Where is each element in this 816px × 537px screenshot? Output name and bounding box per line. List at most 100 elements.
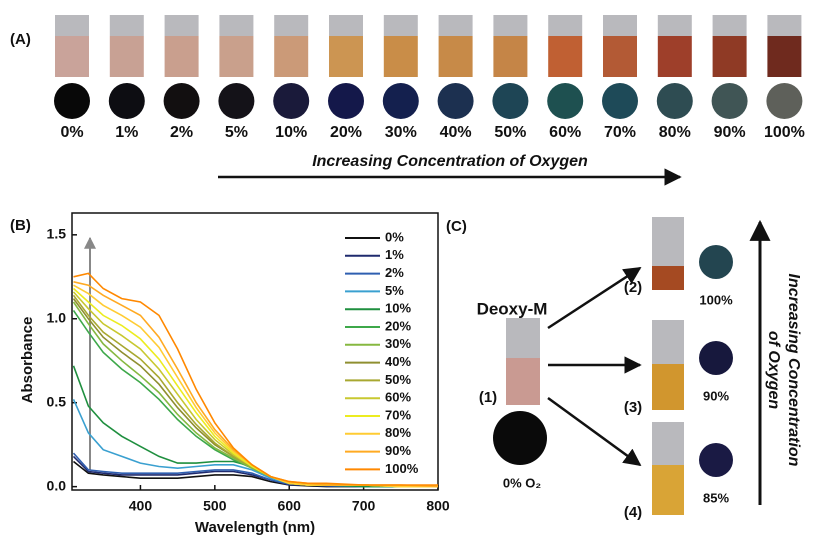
vial-liquid [652,364,684,410]
color-dot [766,83,802,119]
vial-liquid [493,36,527,77]
vial-liquid [652,465,684,515]
legend-label: 70% [385,407,411,422]
arrow-text: Increasing Concentration of Oxygen [312,153,588,170]
vial-liquid [767,36,801,77]
vial-cap [658,15,692,36]
series-line [74,282,439,487]
vial-liquid [603,36,637,77]
color-dot [438,83,474,119]
panel-label: (C) [446,218,467,235]
result-number: (3) [624,399,642,416]
color-dot [218,83,254,119]
color-dot [54,83,90,119]
x-tick-label: 600 [278,498,302,514]
legend-label: 2% [385,265,404,280]
sample-label: 30% [385,124,417,141]
vial-cap [652,422,684,465]
legend-label: 100% [385,461,419,476]
vial-cap [493,15,527,36]
series-line [74,310,439,486]
vial-cap [652,217,684,266]
start-number: (1) [479,389,497,406]
y-tick-label: 1.0 [47,309,67,325]
vial-cap [767,15,801,36]
vial-cap [439,15,473,36]
vial-cap [165,15,199,36]
sample-label: 100% [764,124,805,141]
arrow [548,268,640,328]
vial-liquid [658,36,692,77]
result-dot-label: 90% [703,388,729,403]
color-dot [273,83,309,119]
vial-cap [548,15,582,36]
color-dot [712,83,748,119]
panel-label: (B) [10,217,31,234]
color-dot [109,83,145,119]
sample-label: 5% [225,124,248,141]
vial-liquid [713,36,747,77]
legend-label: 40% [385,354,411,369]
vial-liquid [506,358,540,405]
legend-label: 5% [385,283,404,298]
vial-cap [329,15,363,36]
x-tick-label: 500 [203,498,227,514]
color-dot [699,341,733,375]
vial-liquid [55,36,89,77]
color-dot [657,83,693,119]
sample-label: 10% [275,124,307,141]
plot-frame [72,213,438,490]
sample-label: 1% [115,124,138,141]
vial-liquid [274,36,308,77]
result-number: (4) [624,504,642,521]
legend-label: 1% [385,247,404,262]
arrow-text: of Oxygen [765,331,782,409]
sample-label: 2% [170,124,193,141]
vial-liquid [110,36,144,77]
vial-liquid [329,36,363,77]
legend-label: 20% [385,318,411,333]
vial-liquid [384,36,418,77]
sample-label: 50% [494,124,526,141]
legend-label: 50% [385,372,411,387]
panel-label: (A) [10,31,31,48]
sample-label: 40% [440,124,472,141]
color-dot [547,83,583,119]
y-tick-label: 0.5 [47,393,67,409]
vial-cap [110,15,144,36]
start-name: Deoxy-M [477,299,548,318]
y-tick-label: 0.0 [47,477,67,493]
legend-label: 90% [385,443,411,458]
vial-liquid [652,266,684,290]
vial-liquid [439,36,473,77]
sample-label: 70% [604,124,636,141]
color-dot [699,443,733,477]
series-line [74,292,439,487]
series-line [74,289,439,487]
vial-cap [506,318,540,358]
color-dot [699,245,733,279]
color-dot [164,83,200,119]
legend-label: 80% [385,425,411,440]
legend-label: 30% [385,336,411,351]
color-dot [493,411,547,465]
result-dot-label: 100% [699,292,733,307]
vial-cap [219,15,253,36]
vial-cap [652,320,684,364]
arrow-text: Increasing Concentration [785,274,802,467]
result-dot-label: 85% [703,490,729,505]
x-tick-label: 700 [352,498,376,514]
color-dot [328,83,364,119]
sample-label: 0% [60,124,83,141]
sample-label: 90% [714,124,746,141]
color-dot [383,83,419,119]
vial-cap [713,15,747,36]
vial-cap [384,15,418,36]
x-axis-label: Wavelength (nm) [195,519,315,536]
color-dot [602,83,638,119]
vial-liquid [219,36,253,77]
y-axis-label: Absorbance [19,317,36,404]
series-line [74,273,439,485]
vial-cap [274,15,308,36]
vial-liquid [548,36,582,77]
